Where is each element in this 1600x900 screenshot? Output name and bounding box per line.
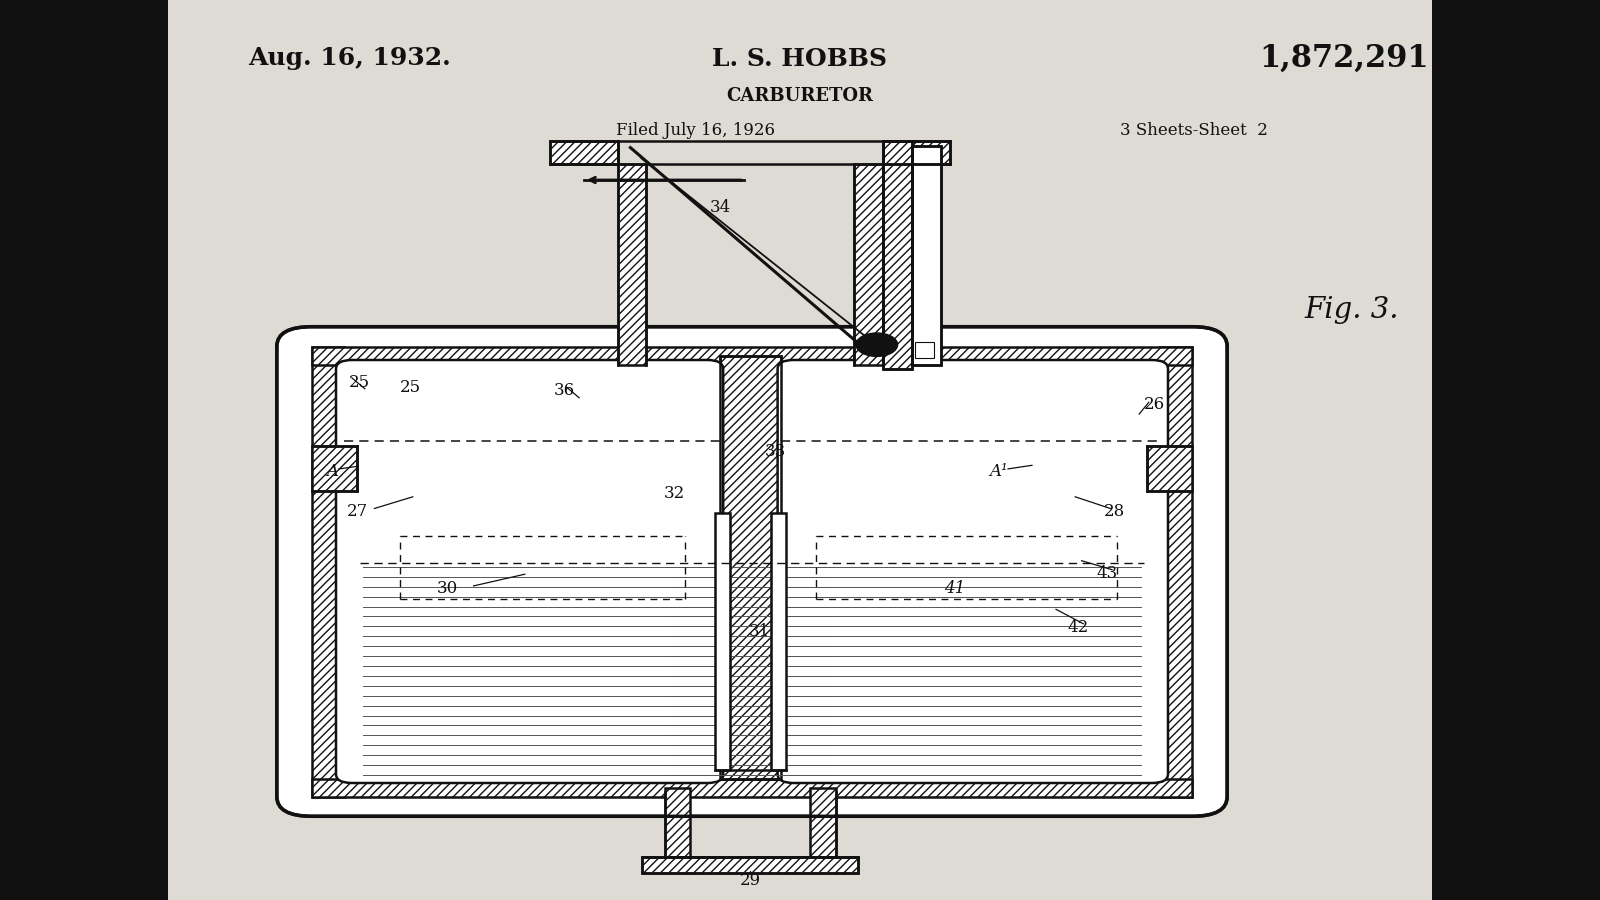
Text: 43: 43 [1096,565,1117,581]
Bar [1160,346,1192,796]
Text: 28: 28 [1104,503,1125,519]
Bar [550,141,618,164]
Bar [0,0,168,900]
Bar [666,788,691,857]
FancyBboxPatch shape [778,360,1168,783]
Text: Aug. 16, 1932.: Aug. 16, 1932. [248,47,451,70]
Bar [642,857,858,873]
Bar [912,146,941,364]
FancyBboxPatch shape [336,360,723,783]
Bar [854,164,883,364]
Bar [912,146,941,364]
Bar [883,141,912,369]
Bar [883,141,950,164]
Text: 31: 31 [749,624,770,640]
Text: 29: 29 [739,872,762,888]
Bar [883,141,950,164]
Text: 25: 25 [400,379,421,395]
Bar [312,346,344,796]
Text: 33: 33 [765,444,786,460]
Text: 41: 41 [944,580,965,597]
Text: 34: 34 [709,199,731,215]
Text: Filed July 16, 1926: Filed July 16, 1926 [616,122,776,139]
Bar [312,778,1192,796]
Bar [883,141,912,369]
Bar [810,788,835,857]
Bar [915,342,934,358]
Bar [642,857,858,873]
Bar [312,346,1192,364]
Text: 30: 30 [437,580,458,597]
Text: A: A [326,464,339,480]
Bar [312,446,357,491]
Text: 1,872,291: 1,872,291 [1259,43,1429,74]
Bar [720,356,781,778]
Text: 25: 25 [349,374,370,391]
FancyBboxPatch shape [277,327,1227,816]
Text: CARBURETOR: CARBURETOR [726,87,874,105]
Text: 3 Sheets-Sheet  2: 3 Sheets-Sheet 2 [1120,122,1267,139]
Text: 27: 27 [347,503,368,519]
Text: 26: 26 [1144,397,1165,413]
Circle shape [856,333,898,356]
Text: Fig. 3.: Fig. 3. [1304,296,1398,325]
Text: L. S. HOBBS: L. S. HOBBS [712,47,888,70]
Bar [771,513,786,770]
Bar [720,356,781,778]
Bar [1147,446,1192,491]
Text: 36: 36 [554,382,574,399]
Bar [618,164,646,364]
Text: 32: 32 [664,485,685,501]
Bar [550,141,618,164]
Bar [715,513,730,770]
Text: 42: 42 [1067,619,1088,635]
Bar [1432,0,1600,900]
Text: A¹: A¹ [989,464,1008,480]
